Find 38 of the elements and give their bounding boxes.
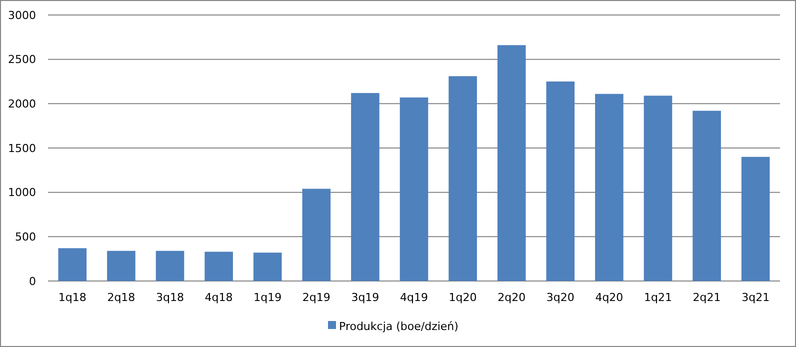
x-tick-label: 4q20 [595, 291, 624, 304]
x-tick-label: 2q21 [692, 291, 721, 304]
x-tick-label: 3q21 [742, 291, 770, 304]
y-tick-label: 500 [15, 230, 36, 244]
legend-label: Produkcja (boe/dzień) [339, 320, 458, 333]
x-tick-label: 4q18 [204, 291, 233, 304]
y-tick-label: 3000 [8, 8, 36, 22]
bar [644, 96, 672, 281]
x-tick-label: 2q20 [498, 291, 526, 304]
bar [741, 156, 770, 281]
bar [497, 45, 526, 281]
x-tick-label: 1q18 [58, 291, 86, 304]
x-tick-label: 2q19 [302, 291, 330, 304]
x-tick-label: 3q18 [156, 291, 184, 304]
bar [58, 248, 87, 281]
x-tick-label: 3q20 [546, 291, 574, 304]
bar [204, 252, 233, 281]
bar [107, 250, 136, 281]
x-tick-label: 1q20 [448, 291, 477, 304]
y-tick-label: 1000 [8, 186, 36, 200]
y-tick-label: 2000 [8, 98, 36, 111]
bar [156, 250, 184, 281]
x-tick-label: 3q19 [351, 291, 380, 304]
bar [400, 97, 428, 281]
bar [253, 252, 282, 281]
bar [692, 110, 721, 281]
bar [546, 82, 575, 281]
x-tick-label: 2q18 [107, 291, 136, 304]
x-tick-label: 4q19 [400, 291, 428, 304]
bar [302, 188, 331, 281]
bar [595, 94, 624, 281]
x-tick-label: 1q21 [644, 291, 672, 304]
bar [351, 93, 380, 281]
y-tick-label: 2500 [8, 53, 36, 66]
y-tick-label: 1500 [8, 142, 36, 155]
y-tick-label: 0 [29, 274, 36, 288]
bar [448, 76, 477, 281]
x-tick-label: 1q19 [254, 291, 282, 304]
